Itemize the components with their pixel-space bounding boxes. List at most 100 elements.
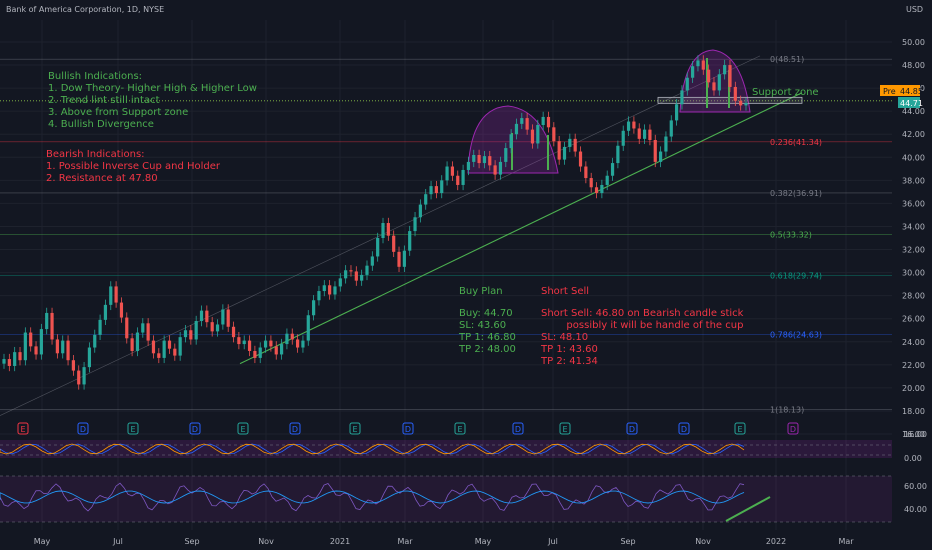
- event-marker-label: E: [457, 425, 462, 434]
- candle-body: [50, 312, 54, 340]
- candle-body: [600, 184, 604, 194]
- time-tick-label: Mar: [397, 537, 413, 546]
- chart-symbol-title: Bank of America Corporation, 1D, NYSE: [6, 5, 164, 14]
- time-tick-label: May: [34, 537, 51, 546]
- candle-body: [61, 340, 65, 354]
- last-value-bg: [898, 97, 920, 108]
- candle-body: [98, 319, 102, 335]
- candle-body: [322, 285, 326, 292]
- candle-body: [392, 235, 396, 252]
- candle-body: [338, 278, 342, 287]
- rsi-ma-line: [0, 490, 745, 504]
- indicator-panes: 16.00 0.00 60.00 40.00: [0, 430, 927, 523]
- event-marker-label: E: [737, 425, 742, 434]
- fib-level-label: 0.5(33.32): [770, 230, 812, 239]
- candle-body: [205, 310, 209, 323]
- fib-level-label: 0.786(24.63): [770, 331, 822, 340]
- candle-body: [546, 116, 551, 128]
- candle-body: [541, 116, 545, 126]
- event-marker-box: [512, 422, 524, 435]
- candle-body: [504, 148, 508, 162]
- candle-body: [632, 121, 636, 129]
- candle-body: [701, 60, 705, 70]
- candle-body: [509, 134, 513, 149]
- candle-body: [344, 270, 348, 279]
- time-axis: May Jul Sep Nov 2021 Mar May Jul Sep Nov 2022 Mar: [34, 537, 855, 546]
- candle-body: [242, 340, 246, 345]
- time-tick-label: Jul: [547, 537, 558, 546]
- event-marker-box: [787, 422, 799, 435]
- candle-body: [71, 360, 75, 371]
- event-marker-box: [678, 422, 690, 435]
- candle-body: [82, 367, 86, 385]
- candle-body: [7, 359, 11, 366]
- price-tick-label: 30.00: [902, 269, 925, 278]
- candle-body: [616, 145, 620, 164]
- bullish-annotation: Bullish Indications: 1. Dow Theory- High…: [48, 71, 257, 130]
- buy-plan-line: TP 2: 48.00: [458, 344, 516, 355]
- price-tick-label: 22.00: [902, 361, 925, 370]
- fib-level-label: 0.236(41.34): [770, 138, 822, 147]
- short-sell-annotation: Short Sell Short Sell: 46.80 on Bearish …: [540, 286, 744, 367]
- candle-body: [381, 223, 385, 238]
- candle-body: [744, 102, 748, 106]
- event-marker-box: [454, 422, 466, 435]
- candle-body: [429, 186, 433, 195]
- candle-body: [45, 312, 49, 330]
- candle-body: [285, 333, 289, 345]
- candle-body: [498, 161, 503, 175]
- candle-body: [397, 251, 401, 267]
- bearish-item: 1. Possible Inverse Cup and Holder: [46, 161, 221, 172]
- event-marker-label: D: [80, 425, 86, 434]
- candle-body: [360, 274, 364, 281]
- candle-body: [226, 309, 230, 327]
- channel-line: [0, 55, 761, 416]
- short-sell-line: SL: 48.10: [541, 332, 588, 343]
- candle-body: [610, 163, 615, 176]
- stoch-axis-label: 16.00: [904, 430, 927, 439]
- candle-body: [189, 330, 193, 340]
- buy-plan-line: Buy: 44.70: [459, 308, 513, 319]
- event-marker-box: [349, 422, 361, 435]
- candle-body: [434, 186, 438, 194]
- candle-body: [573, 138, 577, 152]
- candle-body: [707, 69, 711, 83]
- candle-body: [739, 100, 743, 106]
- candle-body: [151, 340, 156, 354]
- candle-body: [568, 138, 572, 147]
- candle-body: [18, 352, 22, 361]
- candle-body: [514, 123, 519, 135]
- candle-body: [221, 309, 225, 325]
- price-tick-label: 36.00: [902, 199, 925, 208]
- price-tick-label: 26.00: [902, 315, 925, 324]
- event-marker-box: [734, 422, 746, 435]
- candle-body: [605, 175, 609, 185]
- price-tick-label: 32.00: [902, 246, 925, 255]
- price-tick-label: 38.00: [902, 176, 925, 185]
- event-marker-box: [127, 422, 139, 435]
- pre-badge-label: Pre: [883, 87, 896, 96]
- candle-body: [146, 323, 150, 341]
- bearish-title: Bearish Indications:: [46, 149, 145, 160]
- candle-body: [312, 300, 316, 316]
- candle-body: [562, 146, 567, 160]
- candle-body: [130, 338, 134, 351]
- event-marker-label: D: [629, 425, 635, 434]
- candle-body: [466, 161, 471, 170]
- time-tick-label: Sep: [620, 537, 635, 546]
- candle-body: [728, 65, 732, 87]
- candle-body: [119, 302, 124, 318]
- candle-body: [253, 350, 257, 358]
- candle-body: [141, 323, 145, 333]
- candle-body: [589, 178, 593, 188]
- stoch-axis-label: 0.00: [904, 454, 922, 463]
- candle-body: [23, 332, 27, 361]
- candle-body: [274, 346, 278, 355]
- candle-body: [584, 166, 588, 179]
- event-marker-label: D: [292, 425, 298, 434]
- candle-body: [669, 120, 673, 137]
- candle-body: [445, 166, 449, 181]
- candle-body: [317, 291, 321, 301]
